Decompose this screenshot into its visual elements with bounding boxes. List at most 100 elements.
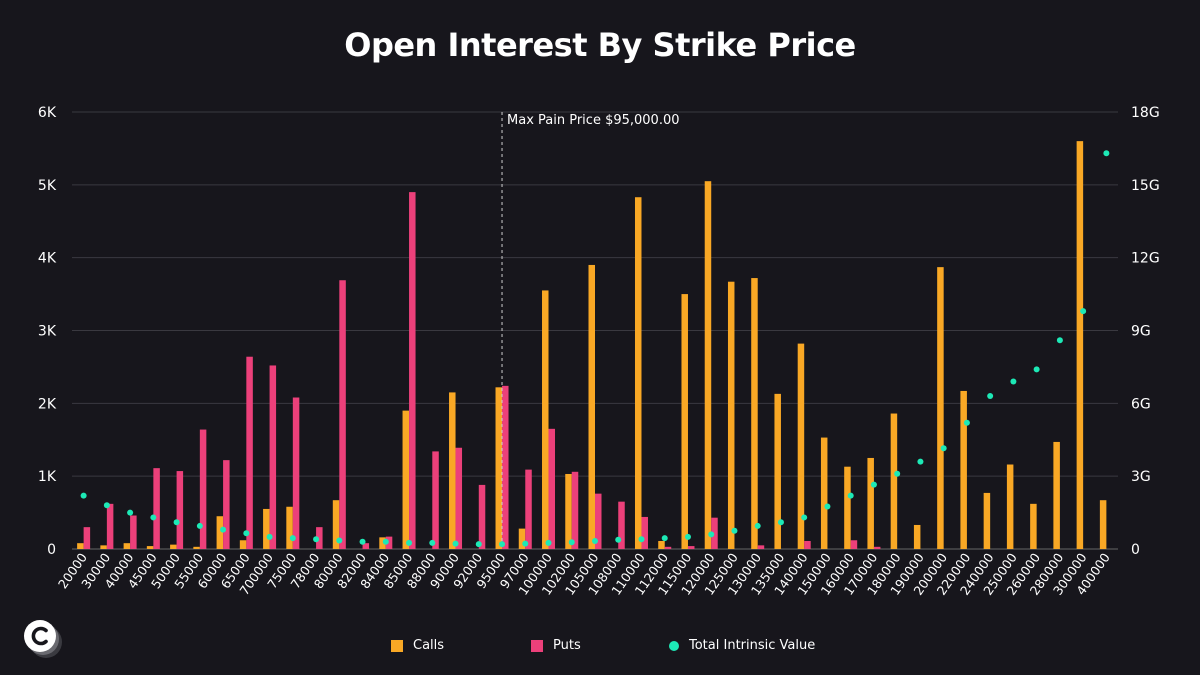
y-right-tick-label: 3G bbox=[1131, 469, 1151, 485]
y-left-tick-label: 0 bbox=[47, 542, 56, 558]
bar-puts bbox=[153, 468, 160, 549]
bar-puts bbox=[223, 460, 230, 549]
bar-puts bbox=[687, 546, 695, 549]
point-total-intrinsic-value bbox=[1103, 150, 1110, 157]
bar-puts bbox=[664, 546, 672, 549]
brand-logo-icon bbox=[24, 620, 62, 658]
point-total-intrinsic-value bbox=[243, 530, 250, 537]
bar-puts bbox=[292, 397, 300, 549]
point-total-intrinsic-value bbox=[870, 481, 877, 488]
bar-puts bbox=[525, 469, 532, 549]
y-right-tick-label: 18G bbox=[1131, 105, 1160, 121]
bar-calls bbox=[263, 508, 270, 549]
point-total-intrinsic-value bbox=[173, 519, 180, 526]
bar-puts bbox=[176, 471, 184, 549]
bar-puts bbox=[804, 540, 811, 549]
point-total-intrinsic-value bbox=[220, 526, 227, 533]
point-total-intrinsic-value bbox=[522, 540, 529, 547]
point-total-intrinsic-value bbox=[684, 533, 691, 540]
point-total-intrinsic-value bbox=[313, 536, 320, 543]
point-total-intrinsic-value bbox=[103, 502, 110, 509]
bar-calls bbox=[1053, 441, 1060, 549]
point-total-intrinsic-value bbox=[1033, 366, 1040, 373]
bar-calls bbox=[820, 437, 828, 549]
bar-puts bbox=[246, 356, 253, 549]
bar-puts bbox=[339, 280, 346, 549]
bar-puts bbox=[618, 501, 625, 549]
bar-puts bbox=[409, 192, 416, 549]
legend-label-puts: Puts bbox=[553, 638, 581, 653]
max-pain-label: Max Pain Price $95,000.00 bbox=[507, 113, 680, 128]
bar-puts bbox=[850, 540, 858, 549]
bar-calls bbox=[681, 294, 688, 549]
bar-puts bbox=[478, 484, 486, 549]
bar-calls bbox=[449, 392, 456, 549]
bar-calls bbox=[495, 387, 503, 549]
point-total-intrinsic-value bbox=[731, 527, 738, 534]
y-left-tick-label: 6K bbox=[38, 105, 57, 121]
point-total-intrinsic-value bbox=[266, 533, 273, 540]
bar-calls bbox=[774, 393, 781, 549]
point-total-intrinsic-value bbox=[592, 537, 598, 544]
bar-calls bbox=[193, 546, 200, 549]
legend-item-total-intrinsic-value[interactable]: Total Intrinsic Value bbox=[669, 638, 815, 653]
point-total-intrinsic-value bbox=[917, 458, 924, 465]
point-total-intrinsic-value bbox=[568, 539, 575, 546]
legend-item-calls[interactable]: Calls bbox=[391, 638, 444, 653]
bar-calls bbox=[170, 544, 177, 549]
bar-puts bbox=[571, 471, 579, 549]
point-total-intrinsic-value bbox=[847, 492, 854, 499]
bar-calls bbox=[1076, 141, 1084, 549]
bar-puts bbox=[83, 527, 91, 549]
y-right-tick-label: 12G bbox=[1131, 251, 1160, 267]
bar-puts bbox=[316, 527, 323, 549]
bar-calls bbox=[704, 181, 712, 550]
bar-puts bbox=[130, 515, 137, 549]
bar-puts bbox=[641, 516, 648, 549]
bar-calls bbox=[542, 290, 549, 549]
bar-puts bbox=[757, 545, 765, 549]
y-left-tick-label: 3K bbox=[38, 324, 57, 340]
bar-calls bbox=[123, 543, 131, 549]
bar-calls bbox=[332, 500, 340, 549]
point-total-intrinsic-value bbox=[777, 519, 784, 526]
bar-calls bbox=[379, 537, 386, 549]
point-total-intrinsic-value bbox=[824, 503, 831, 510]
bar-calls bbox=[286, 506, 293, 549]
point-total-intrinsic-value bbox=[638, 536, 645, 543]
point-total-intrinsic-value bbox=[150, 514, 157, 521]
bar-calls bbox=[239, 540, 247, 549]
legend-label-calls: Calls bbox=[413, 638, 445, 653]
bar-calls bbox=[588, 264, 595, 549]
bar-puts bbox=[432, 451, 439, 549]
point-total-intrinsic-value bbox=[661, 535, 668, 542]
y-left-tick-label: 5K bbox=[38, 178, 57, 194]
legend-swatch-total-intrinsic-value bbox=[669, 640, 679, 651]
point-total-intrinsic-value bbox=[359, 538, 366, 545]
point-total-intrinsic-value bbox=[382, 538, 389, 545]
bar-puts bbox=[595, 493, 602, 549]
point-total-intrinsic-value bbox=[196, 522, 203, 529]
bar-puts bbox=[548, 428, 556, 549]
point-total-intrinsic-value bbox=[801, 514, 808, 521]
legend-item-puts[interactable]: Puts bbox=[531, 638, 581, 653]
legend-swatch-puts bbox=[531, 639, 543, 652]
bar-calls bbox=[402, 410, 410, 549]
point-total-intrinsic-value bbox=[545, 539, 552, 546]
bar-calls bbox=[1099, 500, 1107, 549]
bar-calls bbox=[983, 492, 991, 549]
point-total-intrinsic-value bbox=[127, 509, 134, 516]
point-total-intrinsic-value bbox=[615, 536, 622, 543]
y-left-tick-label: 1K bbox=[38, 469, 57, 485]
bar-calls bbox=[937, 267, 944, 549]
bar-calls bbox=[77, 543, 84, 549]
bar-calls bbox=[216, 516, 224, 549]
bar-calls bbox=[844, 466, 851, 549]
legend-label-total-intrinsic-value: Total Intrinsic Value bbox=[689, 638, 816, 653]
point-total-intrinsic-value bbox=[940, 445, 947, 452]
bar-calls bbox=[960, 390, 967, 549]
bar-puts bbox=[873, 546, 881, 549]
point-total-intrinsic-value bbox=[336, 537, 343, 544]
bar-calls bbox=[890, 413, 898, 549]
bar-puts bbox=[455, 447, 463, 549]
